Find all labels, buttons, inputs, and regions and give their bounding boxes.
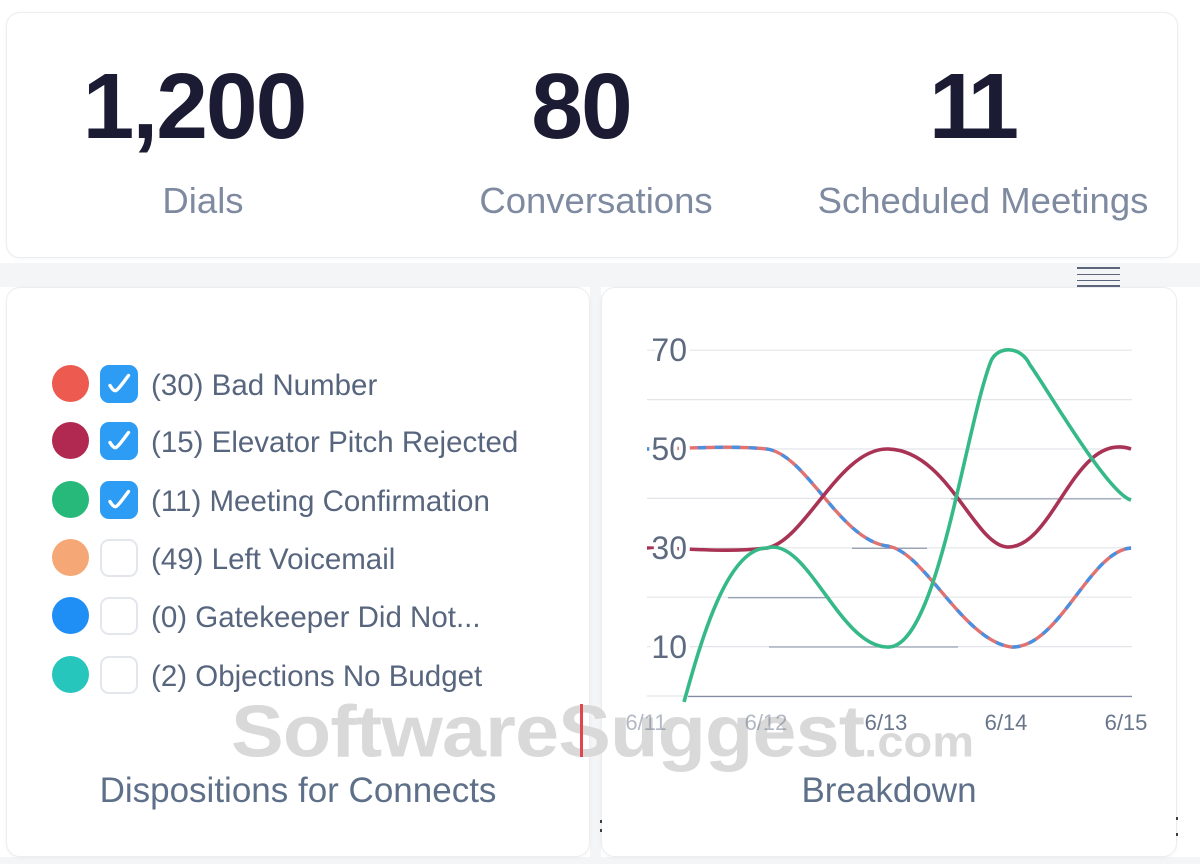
svg-text:70: 70 xyxy=(651,332,687,368)
svg-text:50: 50 xyxy=(651,431,687,467)
svg-text:10: 10 xyxy=(651,629,687,665)
svg-text:30: 30 xyxy=(651,530,687,566)
